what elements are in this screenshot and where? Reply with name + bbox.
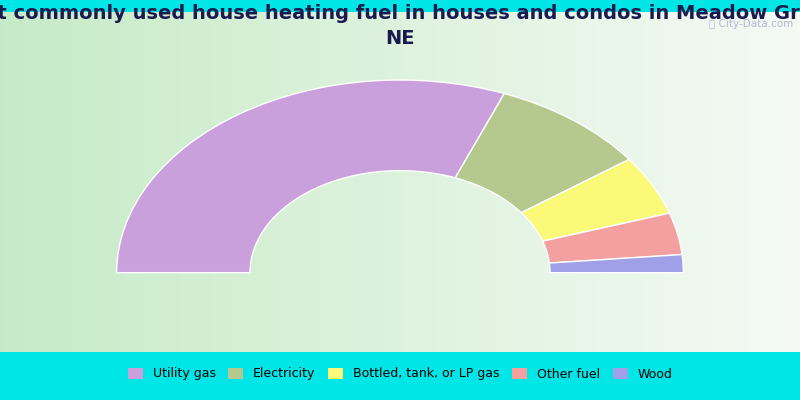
Text: ⓘ City-Data.com: ⓘ City-Data.com	[709, 19, 794, 29]
Wedge shape	[542, 213, 682, 263]
Legend: Utility gas, Electricity, Bottled, tank, or LP gas, Other fuel, Wood: Utility gas, Electricity, Bottled, tank,…	[122, 361, 678, 387]
Wedge shape	[117, 80, 504, 273]
Wedge shape	[550, 254, 683, 273]
Text: Most commonly used house heating fuel in houses and condos in Meadow Grove,
NE: Most commonly used house heating fuel in…	[0, 4, 800, 48]
Wedge shape	[522, 160, 670, 241]
Wedge shape	[455, 94, 630, 213]
